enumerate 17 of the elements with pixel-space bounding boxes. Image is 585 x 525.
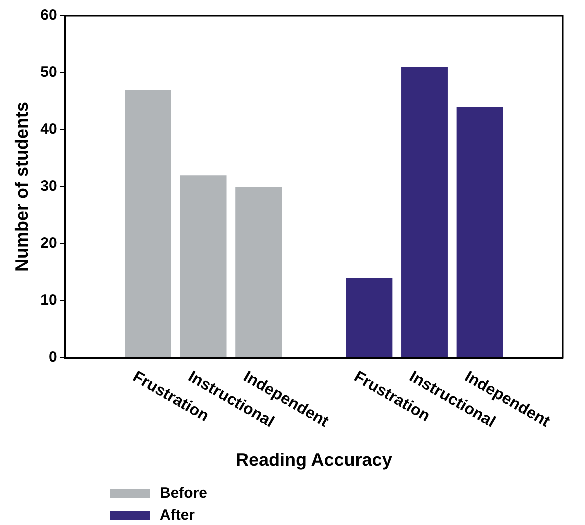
- bar: [402, 67, 448, 358]
- y-tick-label: 40: [40, 121, 58, 138]
- y-tick-label: 60: [40, 7, 58, 24]
- y-tick-label: 0: [48, 349, 58, 366]
- y-tick-label: 10: [40, 292, 58, 310]
- bar: [180, 176, 227, 358]
- bar: [346, 278, 393, 358]
- bar: [125, 90, 172, 358]
- legend-label: After: [160, 506, 196, 524]
- y-tick-label: 20: [40, 235, 58, 252]
- y-tick-label: 30: [40, 178, 58, 196]
- legend-label: Before: [160, 484, 208, 502]
- bar: [456, 107, 504, 358]
- x-axis-title: Reading Accuracy: [236, 450, 392, 470]
- y-axis-title: Number of students: [12, 102, 32, 272]
- bar: [236, 187, 282, 358]
- y-tick-label: 50: [40, 64, 58, 82]
